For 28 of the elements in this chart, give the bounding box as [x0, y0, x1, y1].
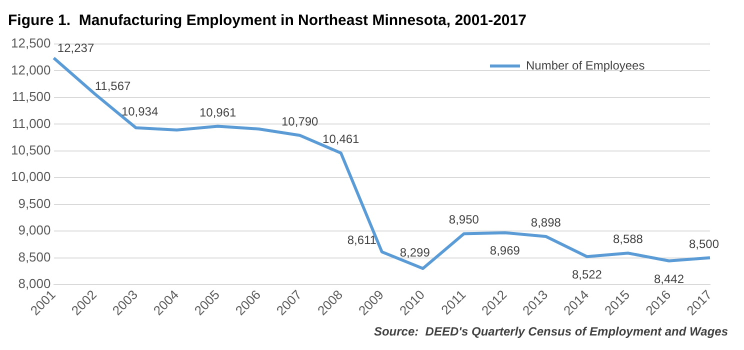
y-tick-label: 11,500	[12, 89, 51, 104]
data-label: 8,299	[400, 246, 430, 260]
data-label: 11,567	[94, 78, 132, 93]
legend-label: Number of Employees	[526, 58, 645, 72]
data-label: 8,500	[688, 236, 720, 251]
data-label: 12,237	[57, 41, 94, 56]
data-label: 8,950	[448, 212, 480, 227]
y-tick-label: 12,000	[10, 62, 51, 78]
data-label: 10,790	[282, 114, 319, 128]
data-label: 10,934	[121, 104, 158, 119]
y-tick-label: 10,500	[10, 142, 51, 158]
y-tick-label: 8,500	[18, 249, 51, 264]
data-label: 8,611	[347, 232, 377, 247]
chart-title: Figure 1. Manufacturing Employment in Northeast Minnesota, 2001-2017	[8, 12, 526, 30]
data-label: 10,961	[199, 105, 236, 120]
data-label: 8,442	[654, 272, 684, 286]
data-label: 8,969	[490, 244, 520, 258]
y-tick-label: 10,000	[10, 169, 51, 184]
y-tick-label: 12,500	[10, 36, 51, 51]
data-label: 8,522	[572, 268, 602, 282]
y-tick-label: 9,500	[18, 196, 51, 211]
y-tick-label: 11,000	[12, 116, 51, 131]
data-label: 8,898	[530, 216, 562, 230]
data-label: 8,588	[612, 232, 644, 246]
y-tick-label: 9,000	[18, 222, 51, 238]
data-label: 10,461	[322, 132, 360, 146]
source-note: Source: DEED's Quarterly Census of Employment and Wages	[374, 324, 728, 338]
y-tick-label: 8,000	[18, 276, 51, 292]
